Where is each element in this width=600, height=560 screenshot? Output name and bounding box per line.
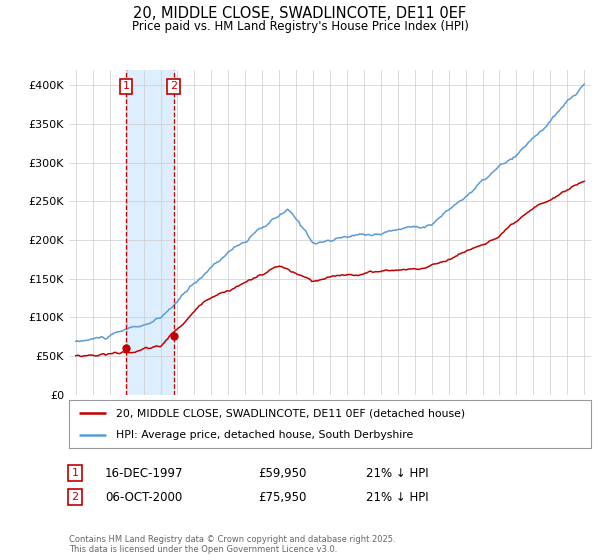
Text: 20, MIDDLE CLOSE, SWADLINCOTE, DE11 0EF: 20, MIDDLE CLOSE, SWADLINCOTE, DE11 0EF	[133, 6, 467, 21]
Text: 20, MIDDLE CLOSE, SWADLINCOTE, DE11 0EF (detached house): 20, MIDDLE CLOSE, SWADLINCOTE, DE11 0EF …	[116, 408, 465, 418]
Text: 2: 2	[170, 81, 177, 91]
Text: 1: 1	[122, 81, 130, 91]
Text: 2: 2	[71, 492, 79, 502]
Text: HPI: Average price, detached house, South Derbyshire: HPI: Average price, detached house, Sout…	[116, 430, 413, 440]
Text: 21% ↓ HPI: 21% ↓ HPI	[366, 466, 428, 480]
Text: Contains HM Land Registry data © Crown copyright and database right 2025.
This d: Contains HM Land Registry data © Crown c…	[69, 535, 395, 554]
Text: £75,950: £75,950	[258, 491, 307, 504]
Text: 06-OCT-2000: 06-OCT-2000	[105, 491, 182, 504]
Text: 1: 1	[71, 468, 79, 478]
Bar	[126, 70, 173, 395]
Text: £59,950: £59,950	[258, 466, 307, 480]
Text: 21% ↓ HPI: 21% ↓ HPI	[366, 491, 428, 504]
Text: Price paid vs. HM Land Registry's House Price Index (HPI): Price paid vs. HM Land Registry's House …	[131, 20, 469, 32]
Text: 16-DEC-1997: 16-DEC-1997	[105, 466, 184, 480]
